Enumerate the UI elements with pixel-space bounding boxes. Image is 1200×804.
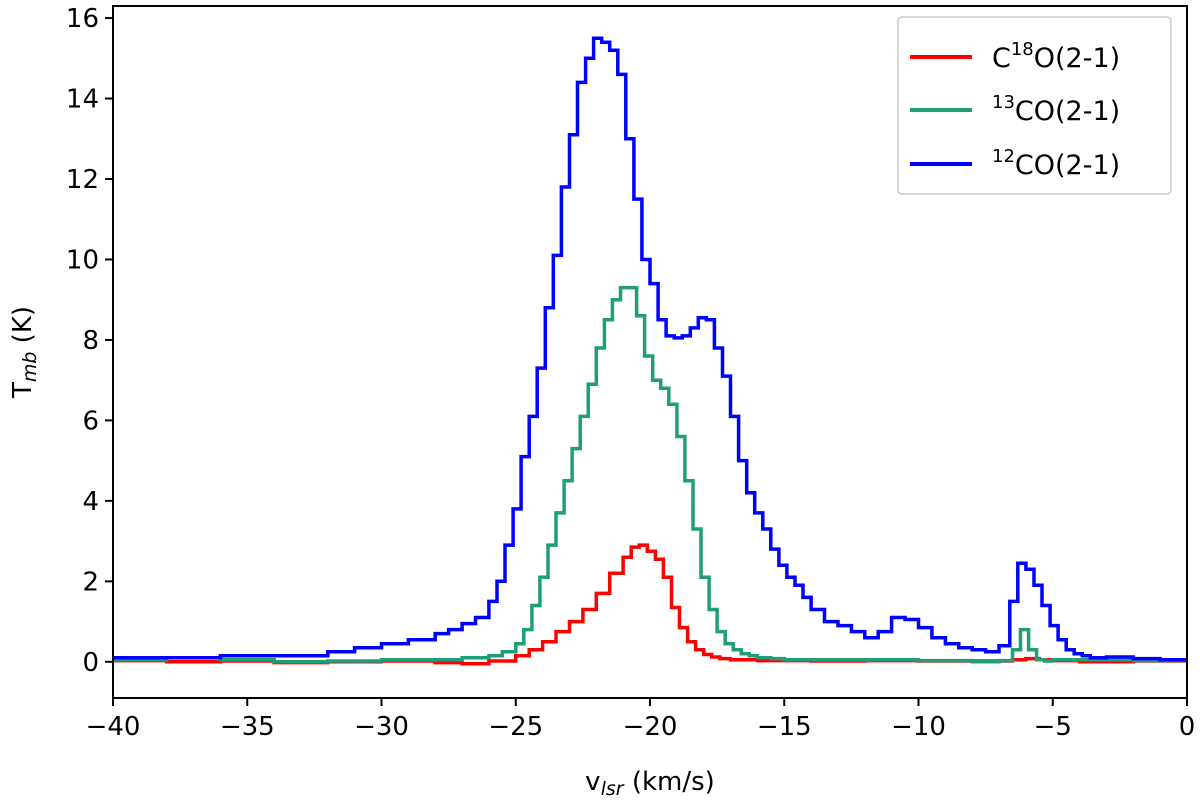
- y-tick-label: 14: [66, 85, 99, 115]
- series-line-13co: [113, 285, 1187, 664]
- legend-box: [897, 16, 1172, 195]
- legend-label-c18o: C18O(2-1): [992, 39, 1120, 74]
- x-tick-label: −40: [86, 712, 141, 742]
- x-tick-label: −25: [488, 712, 543, 742]
- y-tick-label: 8: [82, 326, 99, 356]
- legend-label-13co: 13CO(2-1): [992, 92, 1120, 127]
- legend: C18O(2-1) 13CO(2-1) 12CO(2-1): [897, 16, 1172, 195]
- y-tick-label: 10: [66, 245, 99, 275]
- x-axis-label: vlsr (km/s): [585, 767, 715, 800]
- x-tick-label: −35: [220, 712, 275, 742]
- legend-label-12co: 12CO(2-1): [992, 146, 1120, 181]
- y-tick-label: 0: [82, 648, 99, 678]
- x-tick-label: −20: [623, 712, 678, 742]
- x-tick-label: −15: [757, 712, 812, 742]
- x-tick-label: −30: [354, 712, 409, 742]
- y-axis-label: Tmb (K): [8, 306, 41, 399]
- x-tick-label: −10: [891, 712, 946, 742]
- series-line-12co: [113, 36, 1187, 662]
- x-tick-label: −5: [1034, 712, 1072, 742]
- y-tick-label: 2: [82, 567, 99, 597]
- y-tick-label: 6: [82, 406, 99, 436]
- y-tick-label: 12: [66, 165, 99, 195]
- y-tick-label: 4: [82, 487, 99, 517]
- y-tick-label: 16: [66, 4, 99, 34]
- x-tick-label: 0: [1179, 712, 1196, 742]
